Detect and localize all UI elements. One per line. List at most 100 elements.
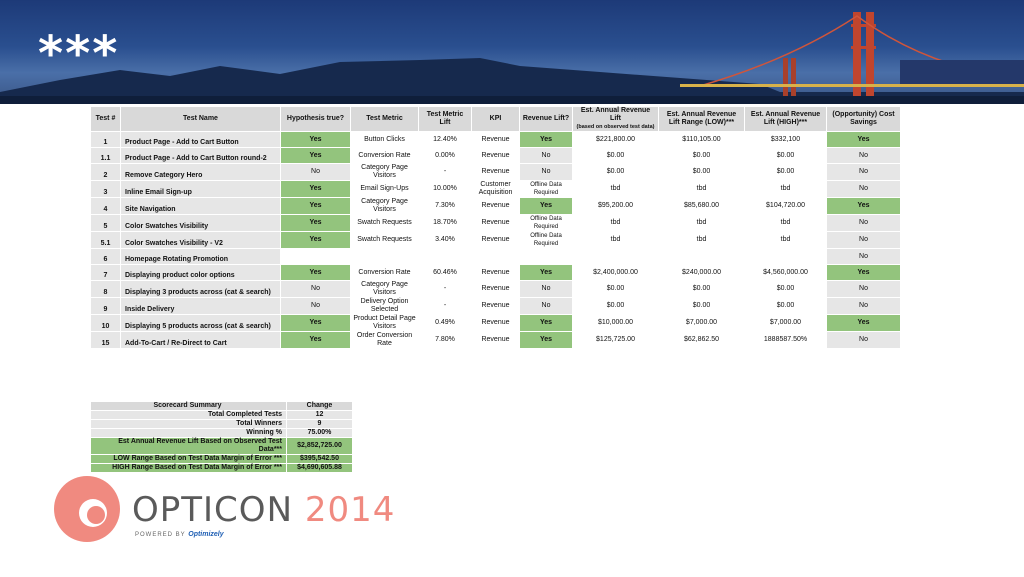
cell-hyp: No <box>280 297 351 315</box>
cell-low: $110,105.00 <box>658 131 745 148</box>
table-row: 10 Displaying 5 products across (cat & se… <box>90 314 901 332</box>
cell-lift: - <box>418 280 472 298</box>
cell-kpi <box>471 248 520 265</box>
cell-cost: No <box>826 163 901 181</box>
cell-num: 5.1 <box>90 231 121 249</box>
cell-cost: Yes <box>826 197 901 215</box>
powered-by-label: POWERED BY <box>135 532 186 538</box>
cell-cost: No <box>826 248 901 265</box>
scorecard-row: Total Winners 9 <box>90 419 353 429</box>
cell-est: $0.00 <box>572 147 659 164</box>
cell-lift: 3.40% <box>418 231 472 249</box>
table-row: 6 Homepage Rotating Promotion No <box>90 248 901 265</box>
cell-high: $0.00 <box>744 147 827 164</box>
cell-name: Inline Email Sign-up <box>120 180 281 198</box>
cell-metric: Swatch Requests <box>350 214 419 232</box>
cell-lift: 10.00% <box>418 180 472 198</box>
cell-kpi: Revenue <box>471 314 520 332</box>
cell-kpi: Revenue <box>471 163 520 181</box>
cell-num: 10 <box>90 314 121 332</box>
col-metric-lift: Test Metric Lift <box>418 106 472 132</box>
col-est-revenue-title: Est. Annual Revenue Lift <box>580 107 651 122</box>
cell-kpi: Revenue <box>471 231 520 249</box>
scorecard-label: Total Completed Tests <box>90 410 287 420</box>
cell-rev: Yes <box>519 314 573 332</box>
cell-high: $0.00 <box>744 163 827 181</box>
cell-kpi: Revenue <box>471 147 520 164</box>
cell-cost: No <box>826 180 901 198</box>
cell-metric: Conversion Rate <box>350 147 419 164</box>
cell-lift: 7.30% <box>418 197 472 215</box>
cell-metric: Order Conversion Rate <box>350 331 419 349</box>
scorecard-label: Scorecard Summary <box>90 401 287 411</box>
cell-name: Inside Delivery <box>120 297 281 315</box>
scorecard-value: 75.00% <box>286 428 353 438</box>
cell-high: $104,720.00 <box>744 197 827 215</box>
table-row: 15 Add-To-Cart / Re-Direct to Cart Yes Orde… <box>90 331 901 349</box>
cell-high <box>744 248 827 265</box>
cell-rev: Offline Data Required <box>519 214 573 232</box>
cell-lift: 12.40% <box>418 131 472 148</box>
col-kpi: KPI <box>471 106 520 132</box>
cell-rev: Yes <box>519 264 573 281</box>
cell-high: tbd <box>744 180 827 198</box>
cell-cost: Yes <box>826 264 901 281</box>
bridge-skyline-image <box>0 12 1024 104</box>
cell-rev: No <box>519 280 573 298</box>
cell-est: $125,725.00 <box>572 331 659 349</box>
scorecard-value: Change <box>286 401 353 411</box>
table-row: 5.1 Color Swatches Visibility - V2 Yes Swat… <box>90 231 901 249</box>
cell-low: $7,000.00 <box>658 314 745 332</box>
table-row: 8 Displaying 3 products across (cat & sea… <box>90 280 901 298</box>
cell-hyp: Yes <box>280 231 351 249</box>
cell-low: $0.00 <box>658 147 745 164</box>
cell-high: $0.00 <box>744 280 827 298</box>
cell-est: tbd <box>572 214 659 232</box>
cell-kpi: Customer Acquisition <box>471 180 520 198</box>
scorecard-value: $2,852,725.00 <box>286 437 353 455</box>
cell-num: 1.1 <box>90 147 121 164</box>
cell-high: tbd <box>744 231 827 249</box>
cell-kpi: Revenue <box>471 197 520 215</box>
scorecard-value: 9 <box>286 419 353 429</box>
opticon-word: OPTICON <box>132 490 293 530</box>
cell-num: 4 <box>90 197 121 215</box>
cell-est: $221,800.00 <box>572 131 659 148</box>
cell-hyp: No <box>280 280 351 298</box>
cell-name: Product Page - Add to Cart Button <box>120 131 281 148</box>
cell-high: $4,560,000.00 <box>744 264 827 281</box>
col-low-range: Est. Annual Revenue Lift Range (LOW)*** <box>658 106 745 132</box>
cell-metric: Product Detail Page Visitors <box>350 314 419 332</box>
cell-hyp: Yes <box>280 180 351 198</box>
cell-name: Displaying product color options <box>120 264 281 281</box>
cell-metric: Button Clicks <box>350 131 419 148</box>
col-est-revenue: Est. Annual Revenue Lift (based on observ… <box>572 106 659 132</box>
cell-est: $0.00 <box>572 163 659 181</box>
optimizely-brand: Optimizely <box>188 531 224 538</box>
col-high-range: Est. Annual Revenue Lift (HIGH)*** <box>744 106 827 132</box>
opticon-wordmark: OPTICON 2014 <box>132 492 395 528</box>
cell-num: 5 <box>90 214 121 232</box>
opticon-logo-icon <box>54 476 120 542</box>
col-est-revenue-note: (based on observed test data) <box>576 124 655 130</box>
scorecard-label: HIGH Range Based on Test Data Margin of … <box>90 463 287 473</box>
col-hypothesis: Hypothesis true? <box>280 106 351 132</box>
cell-name: Remove Category Hero <box>120 163 281 181</box>
table-row: 2 Remove Category Hero No Category Page Vis… <box>90 163 901 181</box>
cell-cost: No <box>826 231 901 249</box>
table-row: 1 Product Page - Add to Cart Button Yes But… <box>90 131 901 148</box>
cell-lift: - <box>418 297 472 315</box>
cell-est: $0.00 <box>572 297 659 315</box>
cell-name: Site Navigation <box>120 197 281 215</box>
cell-hyp: No <box>280 163 351 181</box>
cell-kpi: Revenue <box>471 297 520 315</box>
scorecard-label: Est Annual Revenue Lift Based on Observe… <box>90 437 287 455</box>
cell-rev <box>519 248 573 265</box>
cell-rev: Offline Data Required <box>519 231 573 249</box>
scorecard-table: Scorecard Summary Change Total Completed T… <box>90 401 353 473</box>
cell-rev: Yes <box>519 331 573 349</box>
cell-low: $0.00 <box>658 297 745 315</box>
cell-lift: - <box>418 163 472 181</box>
cell-name: Displaying 5 products across (cat & sear… <box>120 314 281 332</box>
col-cost-savings: (Opportunity) Cost Savings <box>826 106 901 132</box>
